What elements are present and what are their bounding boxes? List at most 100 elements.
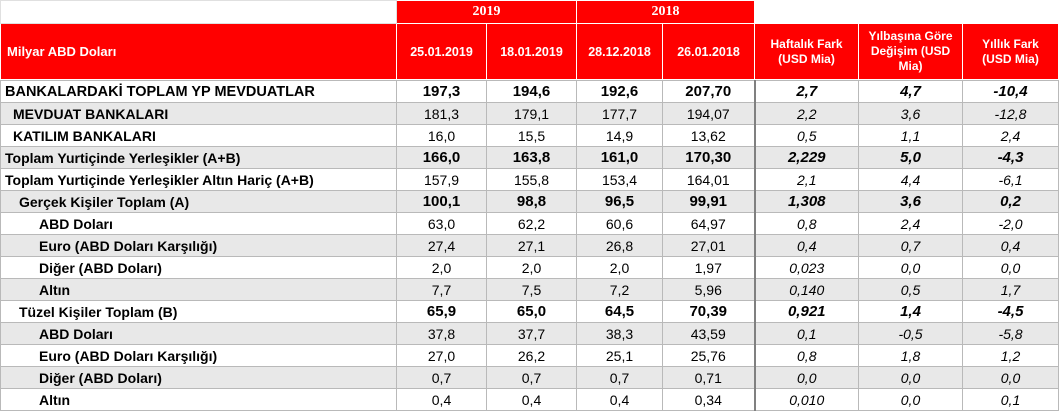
diff-cell: 0,0	[962, 256, 1059, 279]
diff-cell: -12,8	[962, 102, 1059, 125]
diff-cell: -0,5	[858, 322, 963, 345]
date-header-4: 26.01.2018	[662, 23, 755, 80]
value-cell: 27,1	[486, 234, 577, 257]
value-cell: 37,7	[486, 322, 577, 345]
diff-cell: 0,4	[753, 234, 859, 257]
value-cell: 0,4	[396, 388, 487, 411]
row-label: Euro (ABD Doları Karşılığı)	[0, 344, 397, 367]
value-cell: 0,4	[576, 388, 663, 411]
value-cell: 0,71	[662, 366, 755, 389]
diff-cell: 2,229	[753, 146, 859, 169]
value-cell: 26,8	[576, 234, 663, 257]
diff-cell: 0,7	[858, 234, 963, 257]
row-label: MEVDUAT BANKALARI	[0, 102, 397, 125]
table-row: KATILIM BANKALARI 16,0 15,5 14,9 13,62 0,5 1,1…	[0, 124, 1059, 147]
value-cell: 38,3	[576, 322, 663, 345]
year-header-blank	[0, 0, 397, 24]
year-2019-header: 2019	[396, 0, 577, 24]
table-row: Tüzel Kişiler Toplam (B) 65,9 65,0 64,5 70,3…	[0, 300, 1059, 323]
deposits-table: 2019 2018 Milyar ABD Doları 25.01.2019 1…	[0, 0, 1059, 80]
value-cell: 197,3	[396, 80, 487, 103]
value-cell: 64,97	[662, 212, 755, 235]
year-header-row: 2019 2018	[0, 0, 1059, 24]
value-cell: 155,8	[486, 168, 577, 191]
table-row: Euro (ABD Doları Karşılığı) 27,4 27,1 26,8 2…	[0, 234, 1059, 257]
column-header-row: Milyar ABD Doları 25.01.2019 18.01.2019 …	[0, 23, 1059, 80]
value-cell: 100,1	[396, 190, 487, 213]
value-cell: 60,6	[576, 212, 663, 235]
diff-cell: 1,2	[962, 344, 1059, 367]
unit-label-header: Milyar ABD Doları	[0, 23, 397, 80]
diff-cell: 0,023	[753, 256, 859, 279]
value-cell: 25,1	[576, 344, 663, 367]
diff-cell: 0,0	[962, 366, 1059, 389]
row-label: Diğer (ABD Doları)	[0, 256, 397, 279]
row-label: Tüzel Kişiler Toplam (B)	[0, 300, 397, 323]
row-label: ABD Doları	[0, 212, 397, 235]
value-cell: 2,0	[486, 256, 577, 279]
row-label: Diğer (ABD Doları)	[0, 366, 397, 389]
value-cell: 7,2	[576, 278, 663, 301]
table-row: Gerçek Kişiler Toplam (A) 100,1 98,8 96,5 99…	[0, 190, 1059, 213]
value-cell: 65,0	[486, 300, 577, 323]
value-cell: 7,5	[486, 278, 577, 301]
table-row: MEVDUAT BANKALARI 181,3 179,1 177,7 194,07 2,…	[0, 102, 1059, 125]
value-cell: 27,4	[396, 234, 487, 257]
value-cell: 0,7	[396, 366, 487, 389]
diff-cell: 3,6	[858, 102, 963, 125]
diff-cell: 0,5	[858, 278, 963, 301]
date-header-1: 25.01.2019	[396, 23, 487, 80]
value-cell: 65,9	[396, 300, 487, 323]
diff-cell: 0,5	[753, 124, 859, 147]
weekly-diff-header: Haftalık Fark (USD Mia)	[754, 23, 859, 80]
value-cell: 62,2	[486, 212, 577, 235]
value-cell: 16,0	[396, 124, 487, 147]
value-cell: 37,8	[396, 322, 487, 345]
value-cell: 13,62	[662, 124, 755, 147]
diff-cell: -2,0	[962, 212, 1059, 235]
diff-cell: 3,6	[858, 190, 963, 213]
value-cell: 27,01	[662, 234, 755, 257]
table-row: Altın 0,4 0,4 0,4 0,34 0,010 0,0 0,1	[0, 388, 1059, 411]
row-label: BANKALARDAKİ TOPLAM YP MEVDUATLAR	[0, 80, 397, 103]
diff-cell: 1,8	[858, 344, 963, 367]
diff-cell: 0,1	[962, 388, 1059, 411]
diff-cell: 0,0	[753, 366, 859, 389]
value-cell: 96,5	[576, 190, 663, 213]
value-cell: 2,0	[576, 256, 663, 279]
value-cell: 0,34	[662, 388, 755, 411]
diff-cell: 2,1	[753, 168, 859, 191]
table-row: Toplam Yurtiçinde Yerleşikler (A+B) 166,0…	[0, 146, 1059, 169]
value-cell: 179,1	[486, 102, 577, 125]
diff-cell: 2,7	[753, 80, 859, 103]
diff-cell: 0,921	[753, 300, 859, 323]
value-cell: 157,9	[396, 168, 487, 191]
table-row: Euro (ABD Doları Karşılığı) 27,0 26,2 25,1 2…	[0, 344, 1059, 367]
deposits-table-body: BANKALARDAKİ TOPLAM YP MEVDUATLAR 197,3 19…	[0, 80, 1059, 411]
date-header-2: 18.01.2019	[486, 23, 577, 80]
diff-cell: 1,7	[962, 278, 1059, 301]
diff-cell: 0,4	[962, 234, 1059, 257]
table-row: Toplam Yurtiçinde Yerleşikler Altın Hari…	[0, 168, 1059, 191]
value-cell: 170,30	[662, 146, 755, 169]
diff-cell: -4,5	[962, 300, 1059, 323]
diff-cell: -4,3	[962, 146, 1059, 169]
diff-cell: 2,4	[858, 212, 963, 235]
value-cell: 194,6	[486, 80, 577, 103]
diff-cell: 0,1	[753, 322, 859, 345]
value-cell: 64,5	[576, 300, 663, 323]
table-row: Diğer (ABD Doları) 0,7 0,7 0,7 0,71 0,0 0,0 0,0	[0, 366, 1059, 389]
diff-cell: 0,2	[962, 190, 1059, 213]
value-cell: 194,07	[662, 102, 755, 125]
value-cell: 63,0	[396, 212, 487, 235]
diff-cell: 0,010	[753, 388, 859, 411]
diff-cell: 4,7	[858, 80, 963, 103]
row-label: Altın	[0, 278, 397, 301]
diff-cell: -5,8	[962, 322, 1059, 345]
value-cell: 0,4	[486, 388, 577, 411]
diff-cell: 1,308	[753, 190, 859, 213]
value-cell: 25,76	[662, 344, 755, 367]
value-cell: 27,0	[396, 344, 487, 367]
diff-cell: 0,8	[753, 344, 859, 367]
value-cell: 192,6	[576, 80, 663, 103]
